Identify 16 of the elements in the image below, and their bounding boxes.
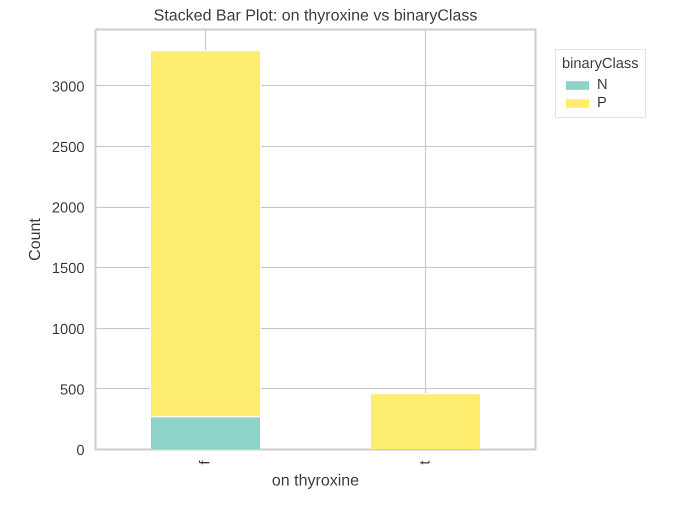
- x-tick-label: f: [198, 460, 214, 465]
- y-tick-label: 0: [76, 443, 85, 459]
- legend-label: P: [597, 95, 608, 111]
- bar: [370, 393, 481, 450]
- y-tick-label: 1500: [52, 261, 85, 278]
- legend-title: binaryClass: [562, 56, 639, 72]
- y-tick-label: 500: [60, 382, 85, 398]
- y-tick-label: 2500: [52, 140, 85, 156]
- y-tick-label: 2000: [52, 200, 85, 217]
- chart-title: Stacked Bar Plot: on thyroxine vs binaryClass: [154, 8, 478, 24]
- x-axis-title: on thyroxine: [272, 472, 360, 490]
- x-tick-label: t: [418, 460, 434, 465]
- y-axis-title: Count: [26, 218, 44, 261]
- y-tick-label: 3000: [52, 79, 85, 96]
- legend-label: N: [597, 77, 609, 93]
- y-tick-label: 1000: [52, 322, 85, 338]
